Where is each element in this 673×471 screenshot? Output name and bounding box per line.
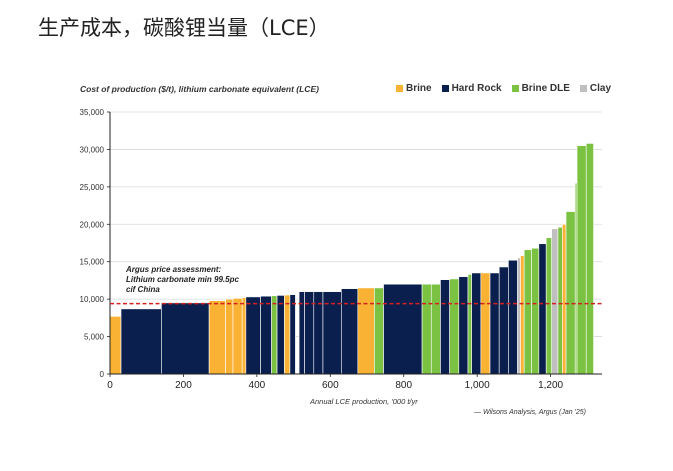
- y-tick-label: 35,000: [80, 108, 105, 117]
- bar-brine: [225, 298, 234, 375]
- bar-hard-rock: [289, 294, 296, 375]
- bar-hard-rock: [440, 279, 450, 375]
- x-axis-title: Annual LCE production, '000 t/yr: [310, 397, 418, 406]
- bar-brine-dle: [449, 278, 460, 375]
- bar-brine: [480, 272, 491, 375]
- x-tick-label: 200: [175, 380, 192, 391]
- bar-brine-dle: [271, 295, 278, 375]
- bar-clay: [517, 257, 521, 375]
- bar-brine: [357, 287, 375, 375]
- bar-hard-rock: [260, 295, 272, 375]
- y-tick-label: 20,000: [80, 220, 105, 229]
- bar-hard-rock: [471, 272, 482, 375]
- bar-brine: [284, 294, 291, 375]
- bar-hard-rock: [458, 276, 469, 375]
- bar-brine-dle: [421, 283, 432, 375]
- bar-brine: [562, 223, 567, 375]
- chart-title: Cost of production ($/t), lithium carbon…: [80, 84, 319, 94]
- legend-swatch-brine: [396, 85, 403, 92]
- source-note: — Wilsons Analysis, Argus (Jan '25): [474, 409, 587, 416]
- bar-brine-dle: [374, 287, 384, 375]
- y-tick-label: 15,000: [80, 258, 105, 267]
- bar-hard-rock: [489, 272, 500, 375]
- y-tick-label: 25,000: [80, 183, 105, 192]
- bar-hard-rock: [508, 259, 518, 375]
- bar-hard-rock: [245, 296, 261, 375]
- legend-swatch-clay: [579, 85, 587, 92]
- legend-item-brine-dle: Brine DLE: [511, 83, 570, 94]
- tick-labels: 0 5,000 10,000 15,000 20,000 25,000 30,000 35,0…: [80, 108, 564, 391]
- bar-brine-dle: [467, 274, 472, 375]
- bar-brine: [109, 316, 122, 375]
- bar-hard-rock: [538, 243, 547, 375]
- legend-item-clay: Clay: [579, 83, 612, 94]
- y-tick-label: 30,000: [80, 145, 105, 154]
- legend-label-clay: Clay: [589, 83, 612, 94]
- bar-brine: [232, 298, 243, 375]
- bar-brine-dle: [576, 145, 587, 375]
- bar-brine-dle: [565, 211, 576, 375]
- bar-brine-dle: [585, 143, 594, 375]
- x-tick-label: 800: [395, 380, 412, 391]
- legend-item-brine: Brine: [396, 83, 432, 94]
- y-tick-label: 10,000: [80, 295, 105, 304]
- bars: [109, 143, 594, 375]
- y-tick-label: 0: [100, 370, 105, 379]
- page-title: 生产成本，碳酸锂当量（LCE）: [38, 16, 330, 40]
- legend-swatch-brine-dle: [511, 85, 519, 92]
- bar-brine: [241, 297, 247, 375]
- legend-item-hard-rock: Hard Rock: [441, 83, 502, 94]
- legend-swatch-hard-rock: [441, 85, 449, 92]
- bar-brine: [520, 255, 525, 375]
- x-tick-label: 0: [107, 380, 113, 391]
- x-tick-label: 1,000: [465, 380, 490, 391]
- bar-hard-rock: [161, 302, 210, 375]
- price-annotation-line-1: Argus price assessment:: [126, 265, 222, 274]
- chart-legend: Brine Hard Rock Brine DLE Clay: [396, 83, 611, 94]
- legend-label-hard-rock: Hard Rock: [451, 83, 502, 94]
- x-tick-label: 400: [249, 380, 266, 391]
- bar-hard-rock: [120, 308, 162, 375]
- x-tick-label: 600: [322, 380, 339, 391]
- legend-label-brine: Brine: [406, 83, 432, 94]
- bar-brine-dle: [430, 283, 441, 375]
- bar-brine-dle: [557, 226, 563, 375]
- bar-brine-dle: [531, 247, 540, 375]
- x-tick-label: 1,200: [538, 380, 563, 391]
- y-tick-label: 5,000: [84, 333, 105, 342]
- price-annotation: Argus price assessment: Lithium carbonat…: [126, 265, 239, 295]
- bar-hard-rock: [498, 266, 509, 375]
- bar-clay: [551, 228, 559, 375]
- bar-hard-rock: [383, 283, 423, 375]
- bar-brine: [208, 300, 226, 375]
- bar-brine-dle: [545, 237, 552, 375]
- price-annotation-line-3: cif China: [126, 285, 160, 294]
- axes: [109, 112, 602, 375]
- price-annotation-line-2: Lithium carbonate min 99.5pc: [126, 275, 239, 284]
- bar-hard-rock: [276, 295, 285, 375]
- legend-label-brine-dle: Brine DLE: [521, 83, 570, 94]
- bar-hard-rock: [341, 288, 359, 375]
- bar-brine-dle: [523, 249, 532, 375]
